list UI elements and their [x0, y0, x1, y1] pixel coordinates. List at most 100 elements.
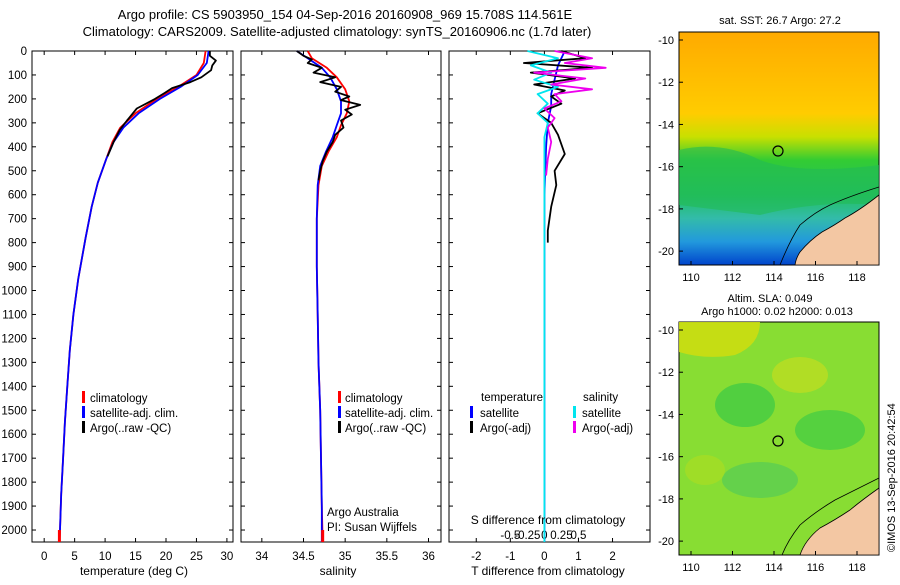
- temperature-legend: climatology satellite-adj. clim. Argo(..…: [82, 391, 178, 435]
- longitude-tick-label: 116: [807, 562, 825, 574]
- sla-high-patch-sw: [685, 455, 725, 485]
- legend-swatch-climatology: [82, 391, 85, 403]
- latitude-tick-label: -12: [658, 77, 674, 89]
- x-tick-label: 0: [541, 551, 547, 563]
- x-tick-label: -2: [471, 551, 481, 563]
- latitude-tick-label: -10: [658, 325, 674, 337]
- x-tick-label: -1: [505, 551, 515, 563]
- depth-tick-label: 600: [8, 190, 27, 202]
- sla-bathymetry-contour: [781, 477, 880, 556]
- legend-swatch-t-argo: [470, 421, 473, 433]
- sla-land: [799, 487, 880, 556]
- salinity-legend: climatology satellite-adj. clim. Argo(..…: [327, 391, 433, 534]
- temperature-plot: 0 5 10 15 20 25 30: [32, 50, 233, 563]
- depth-tick-label: 300: [8, 118, 27, 130]
- figure-title-line1: Argo profile: CS 5903950_154 04-Sep-2016…: [118, 7, 573, 22]
- depth-tick-label: 700: [8, 214, 27, 226]
- sst-map-axes: -10 -12 -14 -16 -18 -20 110 112 114 116 118: [658, 35, 866, 284]
- legend-swatch-t-satellite: [470, 406, 473, 418]
- x-tick-label: 25: [190, 551, 203, 563]
- depth-tick-label: 400: [8, 142, 27, 154]
- depth-tick-label: 1700: [1, 453, 27, 465]
- sla-argo-location-marker: [772, 435, 784, 447]
- imos-timestamp: ©IMOS 13-Sep-2016 20:42:54: [886, 403, 898, 552]
- latitude-tick-label: -14: [658, 409, 674, 421]
- depth-tick-label: 1900: [1, 501, 27, 513]
- legend-swatch-s-satellite: [573, 406, 576, 418]
- sst-land: [794, 194, 880, 266]
- longitude-tick-label: 116: [807, 272, 825, 284]
- sla-map-title-line1: Altim. SLA: 0.049: [728, 293, 813, 305]
- depth-tick-label: 1600: [1, 429, 27, 441]
- series-line-argo-raw-qc: [296, 50, 362, 181]
- depth-tick-label: 1000: [1, 286, 27, 298]
- temperature-panel-frame: [31, 50, 234, 543]
- legend-label-s-argo: Argo(-adj): [582, 423, 633, 435]
- s-difference-tick-label: 0.25: [550, 530, 572, 542]
- sst-cool-patch: [679, 146, 879, 215]
- longitude-tick-label: 110: [682, 562, 700, 574]
- series-line-temperature-argo-adj: [523, 50, 593, 243]
- x-tick-label: 15: [129, 551, 142, 563]
- s-difference-tick-label: -0.25: [514, 530, 540, 542]
- x-tick-label: 36: [422, 551, 435, 563]
- salinity-xlabel: salinity: [320, 564, 357, 578]
- legend-label-satellite: satellite-adj. clim.: [345, 408, 433, 420]
- x-tick-label: 5: [71, 551, 77, 563]
- legend-label-t-argo: Argo(-adj): [480, 423, 531, 435]
- longitude-tick-label: 114: [765, 272, 783, 284]
- depth-tick-label: 1400: [1, 381, 27, 393]
- depth-tick-label: 800: [8, 238, 27, 250]
- sst-map-title: sat. SST: 26.7 Argo: 27.2: [719, 15, 841, 27]
- sla-low-patch-e: [795, 410, 865, 450]
- credit-argo-australia: Argo Australia: [327, 507, 399, 519]
- depth-tick-label: 200: [8, 94, 27, 106]
- latitude-tick-label: -18: [658, 204, 674, 216]
- legend-label-climatology: climatology: [90, 393, 148, 405]
- latitude-tick-label: -18: [658, 494, 674, 506]
- x-tick-label: 1: [575, 551, 581, 563]
- difference-plot: -2 -1 0 1 2-0.5-0.25 0 0.250.5: [449, 50, 650, 563]
- s-difference-tick-label: 0.5: [570, 530, 586, 542]
- sla-map-axes: -10 -12 -14 -16 -18 -20 110 112 114 116 118: [658, 325, 866, 574]
- temperature-xlabel: temperature (deg C): [80, 564, 188, 578]
- sla-map: [678, 321, 880, 556]
- legend-swatch-satellite: [82, 406, 85, 418]
- latitude-tick-label: -16: [658, 452, 674, 464]
- legend-title-salinity: salinity: [583, 392, 618, 404]
- depth-tick-label: 100: [8, 70, 27, 82]
- depth-tick-label: 900: [8, 262, 27, 274]
- latitude-tick-label: -14: [658, 119, 674, 131]
- legend-label-s-satellite: satellite: [582, 408, 621, 420]
- depth-tick-label: 1500: [1, 405, 27, 417]
- sla-low-patch-s: [722, 462, 798, 498]
- legend-label-satellite: satellite-adj. clim.: [90, 408, 178, 420]
- s-difference-xlabel: S difference from climatology: [471, 513, 626, 527]
- x-tick-label: 34.5: [292, 551, 314, 563]
- sla-low-patch-w: [715, 383, 775, 427]
- latitude-tick-label: -12: [658, 367, 674, 379]
- legend-label-argo: Argo(..raw -QC): [345, 423, 426, 435]
- longitude-tick-label: 112: [724, 562, 742, 574]
- longitude-tick-label: 118: [848, 272, 866, 284]
- latitude-tick-label: -16: [658, 162, 674, 174]
- legend-swatch-argo: [82, 421, 85, 433]
- depth-tick-label: 1300: [1, 357, 27, 369]
- legend-label-t-satellite: satellite: [480, 408, 519, 420]
- legend-title-temperature: temperature: [481, 392, 543, 404]
- sst-bathymetry-contour: [779, 186, 880, 266]
- s-difference-tick-label: -0.5: [500, 530, 520, 542]
- depth-tick-label: 1100: [2, 309, 27, 321]
- salinity-plot: 34 34.5 35 35.5 36: [241, 50, 441, 563]
- figure-title-line2: Climatology: CARS2009. Satellite-adjuste…: [83, 24, 592, 39]
- depth-tick-label: 1800: [1, 477, 27, 489]
- depth-tick-label: 500: [8, 166, 27, 178]
- t-difference-xlabel: T difference from climatology: [471, 564, 625, 578]
- longitude-tick-label: 112: [724, 272, 742, 284]
- longitude-tick-label: 110: [682, 272, 700, 284]
- sla-high-patch-ne: [772, 357, 828, 393]
- legend-label-climatology: climatology: [345, 393, 403, 405]
- depth-tick-label: 0: [21, 46, 27, 58]
- sst-argo-location-marker: [772, 145, 784, 157]
